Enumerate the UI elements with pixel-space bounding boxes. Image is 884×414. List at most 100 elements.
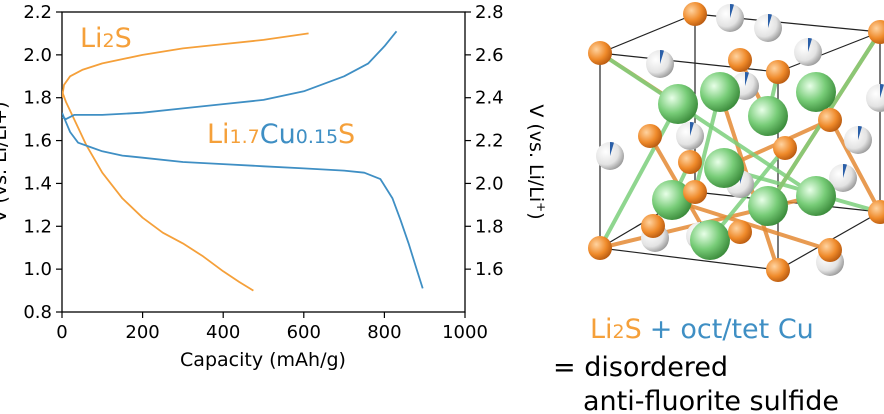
lithium-atom xyxy=(678,150,702,174)
left-y-axis: 0.8 1.0 1.2 1.4 1.6 1.8 2.0 2.2 xyxy=(23,2,62,323)
plot-area: 0 200 400 600 800 1000 0.8 1.0 1.2 1.4 1.6 1.8 2.0 2… xyxy=(23,2,503,343)
right-y-label-sup: + xyxy=(534,202,548,212)
right-y-label-close: ) xyxy=(525,212,547,219)
sulfur-atom xyxy=(690,220,730,260)
lithium-atom xyxy=(641,214,665,238)
lithium-atom xyxy=(773,136,797,160)
unit-cell-edge xyxy=(599,52,779,73)
legend-li: Li xyxy=(590,314,613,345)
x-tick-label: 1000 xyxy=(442,322,488,343)
lithium-atom xyxy=(818,238,842,262)
sulfur-atom xyxy=(658,84,698,124)
right-y-axis: 1.6 1.8 2.0 2.2 2.4 2.6 2.8 xyxy=(465,2,504,280)
lithium-atom xyxy=(728,48,752,72)
right-y-tick-label: 2.2 xyxy=(475,131,504,152)
left-y-tick-label: 1.8 xyxy=(23,88,52,109)
sulfur-atom xyxy=(700,72,740,112)
lithium-atom xyxy=(638,124,662,148)
lithium-atom xyxy=(683,180,707,204)
sulfur-atom xyxy=(796,72,836,112)
left-y-tick-label: 2.0 xyxy=(23,45,52,66)
right-y-tick-label: 2.0 xyxy=(475,173,504,194)
lithium-atom xyxy=(728,220,752,244)
x-tick-label: 200 xyxy=(125,322,159,343)
annotation-licus: Li1.7Cu0.15S xyxy=(207,119,355,150)
anno-li2s-li: Li xyxy=(80,23,103,54)
legend-plus: + xyxy=(650,314,673,345)
cu-occupancy-wedge xyxy=(730,4,734,18)
unit-cell-edge xyxy=(599,13,696,54)
series-line-licus-charge xyxy=(62,30,398,120)
legend-li-sub: 2 xyxy=(613,321,625,343)
crystal-legend-line3: anti-fluorite sulfide xyxy=(583,386,839,414)
anno-cu-sub2: 0.15 xyxy=(296,126,338,148)
x-tick-label: 0 xyxy=(56,322,67,343)
anno-cu-li: Li xyxy=(207,119,230,150)
crystal-structure-illustration xyxy=(588,2,884,282)
series-line-licus-discharge xyxy=(62,112,424,289)
x-tick-label: 400 xyxy=(206,322,240,343)
lithium-atom xyxy=(868,20,884,44)
left-y-tick-label: 1.2 xyxy=(23,216,52,237)
unit-cell-edge xyxy=(777,31,881,73)
sulfur-atom xyxy=(748,186,788,226)
lithium-atom xyxy=(766,60,790,84)
anno-cu-cu: Cu xyxy=(260,119,296,150)
right-y-label-main: V (vs. Li/Li xyxy=(525,104,547,202)
cu-occupancy-wedge xyxy=(880,84,884,98)
annotation-li2s: Li2S xyxy=(80,23,132,54)
left-y-tick-label: 0.8 xyxy=(23,302,52,323)
x-axis-label: Capacity (mAh/g) xyxy=(180,349,346,371)
crystal-legend-line2: = disordered xyxy=(553,352,728,383)
series-line-li2s-discharge xyxy=(62,90,254,292)
lithium-atom xyxy=(818,108,842,132)
bond xyxy=(671,198,831,252)
unit-cell-edge xyxy=(599,247,779,271)
series-layer xyxy=(62,30,424,292)
anno-li2s-s: S xyxy=(115,23,132,54)
anno-li2s-sub: 2 xyxy=(103,30,115,52)
left-y-tick-label: 1.0 xyxy=(23,259,52,280)
right-y-axis-label: V (vs. Li/Li+) xyxy=(525,104,548,219)
series-line-li2s-charge xyxy=(62,32,309,98)
sulfur-atom xyxy=(652,180,692,220)
cu-occupancy-wedge xyxy=(808,38,812,52)
left-y-tick-label: 1.6 xyxy=(23,131,52,152)
crystal-legend-line1: Li2S + oct/tet Cu xyxy=(590,314,814,345)
legend-s: S xyxy=(625,314,642,345)
lithium-atom xyxy=(588,236,612,260)
cu-occupancy-wedge xyxy=(745,72,749,86)
cu-occupancy-wedge xyxy=(768,14,772,28)
lithium-atom xyxy=(588,41,612,65)
lithium-atom xyxy=(683,2,707,26)
bond xyxy=(598,51,818,198)
cu-site-atom xyxy=(866,84,884,112)
sulfur-atom xyxy=(704,148,744,188)
x-tick-label: 800 xyxy=(367,322,401,343)
cu-occupancy-wedge xyxy=(610,142,614,156)
right-y-tick-label: 1.6 xyxy=(475,259,504,280)
x-tick-label: 600 xyxy=(287,322,321,343)
bond xyxy=(598,103,680,249)
right-y-tick-label: 1.8 xyxy=(475,216,504,237)
left-y-tick-label: 1.4 xyxy=(23,173,52,194)
lithium-atom xyxy=(766,258,790,282)
cu-occupancy-wedge xyxy=(660,50,664,64)
sulfur-atom xyxy=(748,96,788,136)
legend-cu: oct/tet Cu xyxy=(680,314,813,345)
anno-cu-s: S xyxy=(338,119,355,150)
right-y-tick-label: 2.8 xyxy=(475,2,504,23)
cu-occupancy-wedge xyxy=(843,164,847,178)
anno-cu-sub1: 1.7 xyxy=(230,126,260,148)
x-axis: 0 200 400 600 800 1000 xyxy=(56,312,488,343)
left-y-tick-label: 2.2 xyxy=(23,2,52,23)
cu-occupancy-wedge xyxy=(690,122,694,136)
right-y-tick-label: 2.4 xyxy=(475,88,504,109)
right-y-tick-label: 2.6 xyxy=(475,45,504,66)
cu-occupancy-wedge xyxy=(858,126,862,140)
axes-frame xyxy=(61,11,466,313)
sulfur-atom xyxy=(796,176,836,216)
lithium-atom xyxy=(868,200,884,224)
left-y-axis-label: V (vs. Li/Li+) xyxy=(0,101,11,222)
